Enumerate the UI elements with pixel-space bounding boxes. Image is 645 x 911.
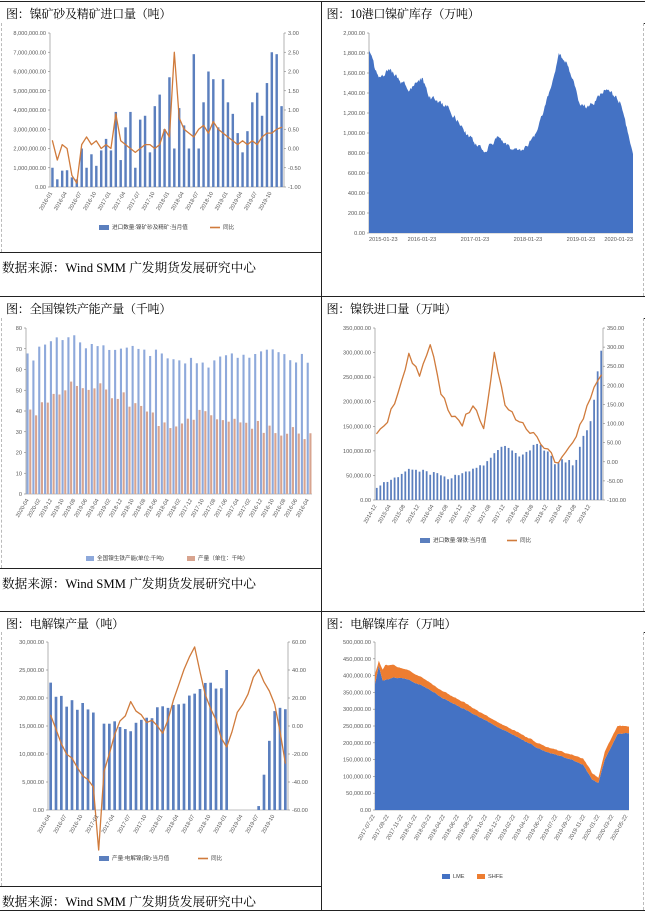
svg-text:-50.00: -50.00: [607, 479, 623, 485]
svg-text:40: 40: [16, 409, 22, 415]
svg-text:800.00: 800.00: [347, 151, 364, 157]
svg-text:2020-01-23: 2020-01-23: [604, 237, 633, 243]
svg-text:进口数量:镍矿砂及精矿:当月值: 进口数量:镍矿砂及精矿:当月值: [112, 223, 188, 231]
svg-text:3,000,000.00: 3,000,000.00: [13, 127, 46, 133]
svg-text:20: 20: [16, 450, 22, 456]
svg-text:0.00: 0.00: [35, 185, 46, 191]
svg-text:-0.50: -0.50: [288, 166, 301, 172]
svg-text:0: 0: [19, 492, 22, 498]
svg-text:100.00: 100.00: [607, 421, 624, 427]
svg-text:0.00: 0.00: [288, 146, 299, 152]
svg-text:-40.00: -40.00: [292, 780, 308, 786]
svg-text:300,000.00: 300,000.00: [343, 707, 371, 713]
svg-text:同比: 同比: [211, 854, 223, 862]
svg-text:0.00: 0.00: [360, 498, 371, 504]
svg-text:350,000.00: 350,000.00: [343, 326, 371, 332]
svg-text:2019-01-23: 2019-01-23: [566, 237, 595, 243]
svg-text:100,000.00: 100,000.00: [343, 449, 371, 455]
svg-text:10,000.00: 10,000.00: [19, 752, 44, 758]
svg-text:2018-01-23: 2018-01-23: [513, 237, 542, 243]
svg-text:1,200.00: 1,200.00: [343, 111, 365, 117]
svg-text:250,000.00: 250,000.00: [343, 375, 371, 381]
svg-text:100,000.00: 100,000.00: [343, 775, 371, 781]
svg-text:4,000,000.00: 4,000,000.00: [13, 108, 46, 114]
svg-text:250,000.00: 250,000.00: [343, 724, 371, 730]
svg-text:350.00: 350.00: [607, 326, 624, 332]
svg-text:2,000,000.00: 2,000,000.00: [13, 146, 46, 152]
svg-text:200,000.00: 200,000.00: [343, 400, 371, 406]
svg-text:0.50: 0.50: [288, 127, 299, 133]
svg-text:350,000.00: 350,000.00: [343, 691, 371, 697]
svg-text:70: 70: [16, 347, 22, 353]
svg-text:50.00: 50.00: [607, 440, 621, 446]
svg-text:250.00: 250.00: [607, 364, 624, 370]
svg-text:50,000.00: 50,000.00: [346, 791, 371, 797]
svg-text:LME: LME: [453, 874, 465, 880]
svg-text:1,400.00: 1,400.00: [343, 91, 365, 97]
svg-text:150,000.00: 150,000.00: [343, 758, 371, 764]
svg-text:0.00: 0.00: [360, 808, 371, 814]
svg-text:6,000,000.00: 6,000,000.00: [13, 69, 46, 75]
svg-text:1.00: 1.00: [288, 108, 299, 114]
svg-text:产量:电解镍(镍):当月值: 产量:电解镍(镍):当月值: [112, 854, 170, 862]
svg-text:500,000.00: 500,000.00: [343, 640, 371, 646]
svg-text:-1.00: -1.00: [288, 185, 301, 191]
svg-text:2015-01-23: 2015-01-23: [369, 237, 398, 243]
svg-text:60.00: 60.00: [292, 640, 306, 646]
svg-text:20,000.00: 20,000.00: [19, 696, 44, 702]
svg-text:200.00: 200.00: [347, 211, 364, 217]
svg-text:5,000,000.00: 5,000,000.00: [13, 89, 46, 95]
svg-text:0.00: 0.00: [607, 460, 618, 466]
svg-text:1,000,000.00: 1,000,000.00: [13, 166, 46, 172]
svg-text:50: 50: [16, 388, 22, 394]
svg-text:-100.00: -100.00: [607, 498, 626, 504]
svg-text:200.00: 200.00: [607, 383, 624, 389]
svg-text:15,000.00: 15,000.00: [19, 724, 44, 730]
svg-text:300.00: 300.00: [607, 345, 624, 351]
svg-text:600.00: 600.00: [347, 171, 364, 177]
svg-text:产量（单位：千吨）: 产量（单位：千吨）: [198, 554, 248, 562]
svg-text:1,600.00: 1,600.00: [343, 71, 365, 77]
svg-text:同比: 同比: [520, 536, 532, 544]
svg-text:40.00: 40.00: [292, 668, 306, 674]
svg-text:0.00: 0.00: [33, 808, 44, 814]
svg-text:进口数量:镍铁:当月值: 进口数量:镍铁:当月值: [433, 536, 487, 544]
svg-text:0.00: 0.00: [354, 231, 365, 237]
svg-text:30: 30: [16, 430, 22, 436]
svg-text:2.00: 2.00: [288, 69, 299, 75]
svg-text:30,000.00: 30,000.00: [19, 640, 44, 646]
svg-text:450,000.00: 450,000.00: [343, 657, 371, 663]
svg-text:150,000.00: 150,000.00: [343, 424, 371, 430]
svg-text:400,000.00: 400,000.00: [343, 674, 371, 680]
svg-text:8,000,000.00: 8,000,000.00: [13, 31, 46, 37]
svg-text:150.00: 150.00: [607, 402, 624, 408]
svg-text:2.50: 2.50: [288, 50, 299, 56]
svg-text:7,000,000.00: 7,000,000.00: [13, 50, 46, 56]
svg-text:5,000.00: 5,000.00: [22, 780, 44, 786]
svg-text:3.00: 3.00: [288, 31, 299, 37]
svg-text:200,000.00: 200,000.00: [343, 741, 371, 747]
svg-text:400.00: 400.00: [347, 191, 364, 197]
svg-text:-60.00: -60.00: [292, 808, 308, 814]
svg-text:80: 80: [16, 326, 22, 332]
svg-text:2016-01-23: 2016-01-23: [407, 237, 436, 243]
svg-text:2017-01-23: 2017-01-23: [460, 237, 489, 243]
svg-text:SHFE: SHFE: [488, 874, 503, 880]
svg-text:300,000.00: 300,000.00: [343, 350, 371, 356]
svg-text:60: 60: [16, 367, 22, 373]
svg-text:1.50: 1.50: [288, 89, 299, 95]
svg-text:2,000.00: 2,000.00: [343, 31, 365, 37]
svg-text:0.00: 0.00: [292, 724, 303, 730]
svg-text:全国镍生铁产能(单位:千吨): 全国镍生铁产能(单位:千吨): [97, 554, 164, 562]
svg-text:10: 10: [16, 471, 22, 477]
svg-text:1,800.00: 1,800.00: [343, 51, 365, 57]
svg-text:同比: 同比: [223, 223, 235, 231]
svg-text:20.00: 20.00: [292, 696, 306, 702]
svg-text:25,000.00: 25,000.00: [19, 668, 44, 674]
svg-text:1,000.00: 1,000.00: [343, 131, 365, 137]
svg-text:50,000.00: 50,000.00: [346, 473, 371, 479]
svg-text:-20.00: -20.00: [292, 752, 308, 758]
